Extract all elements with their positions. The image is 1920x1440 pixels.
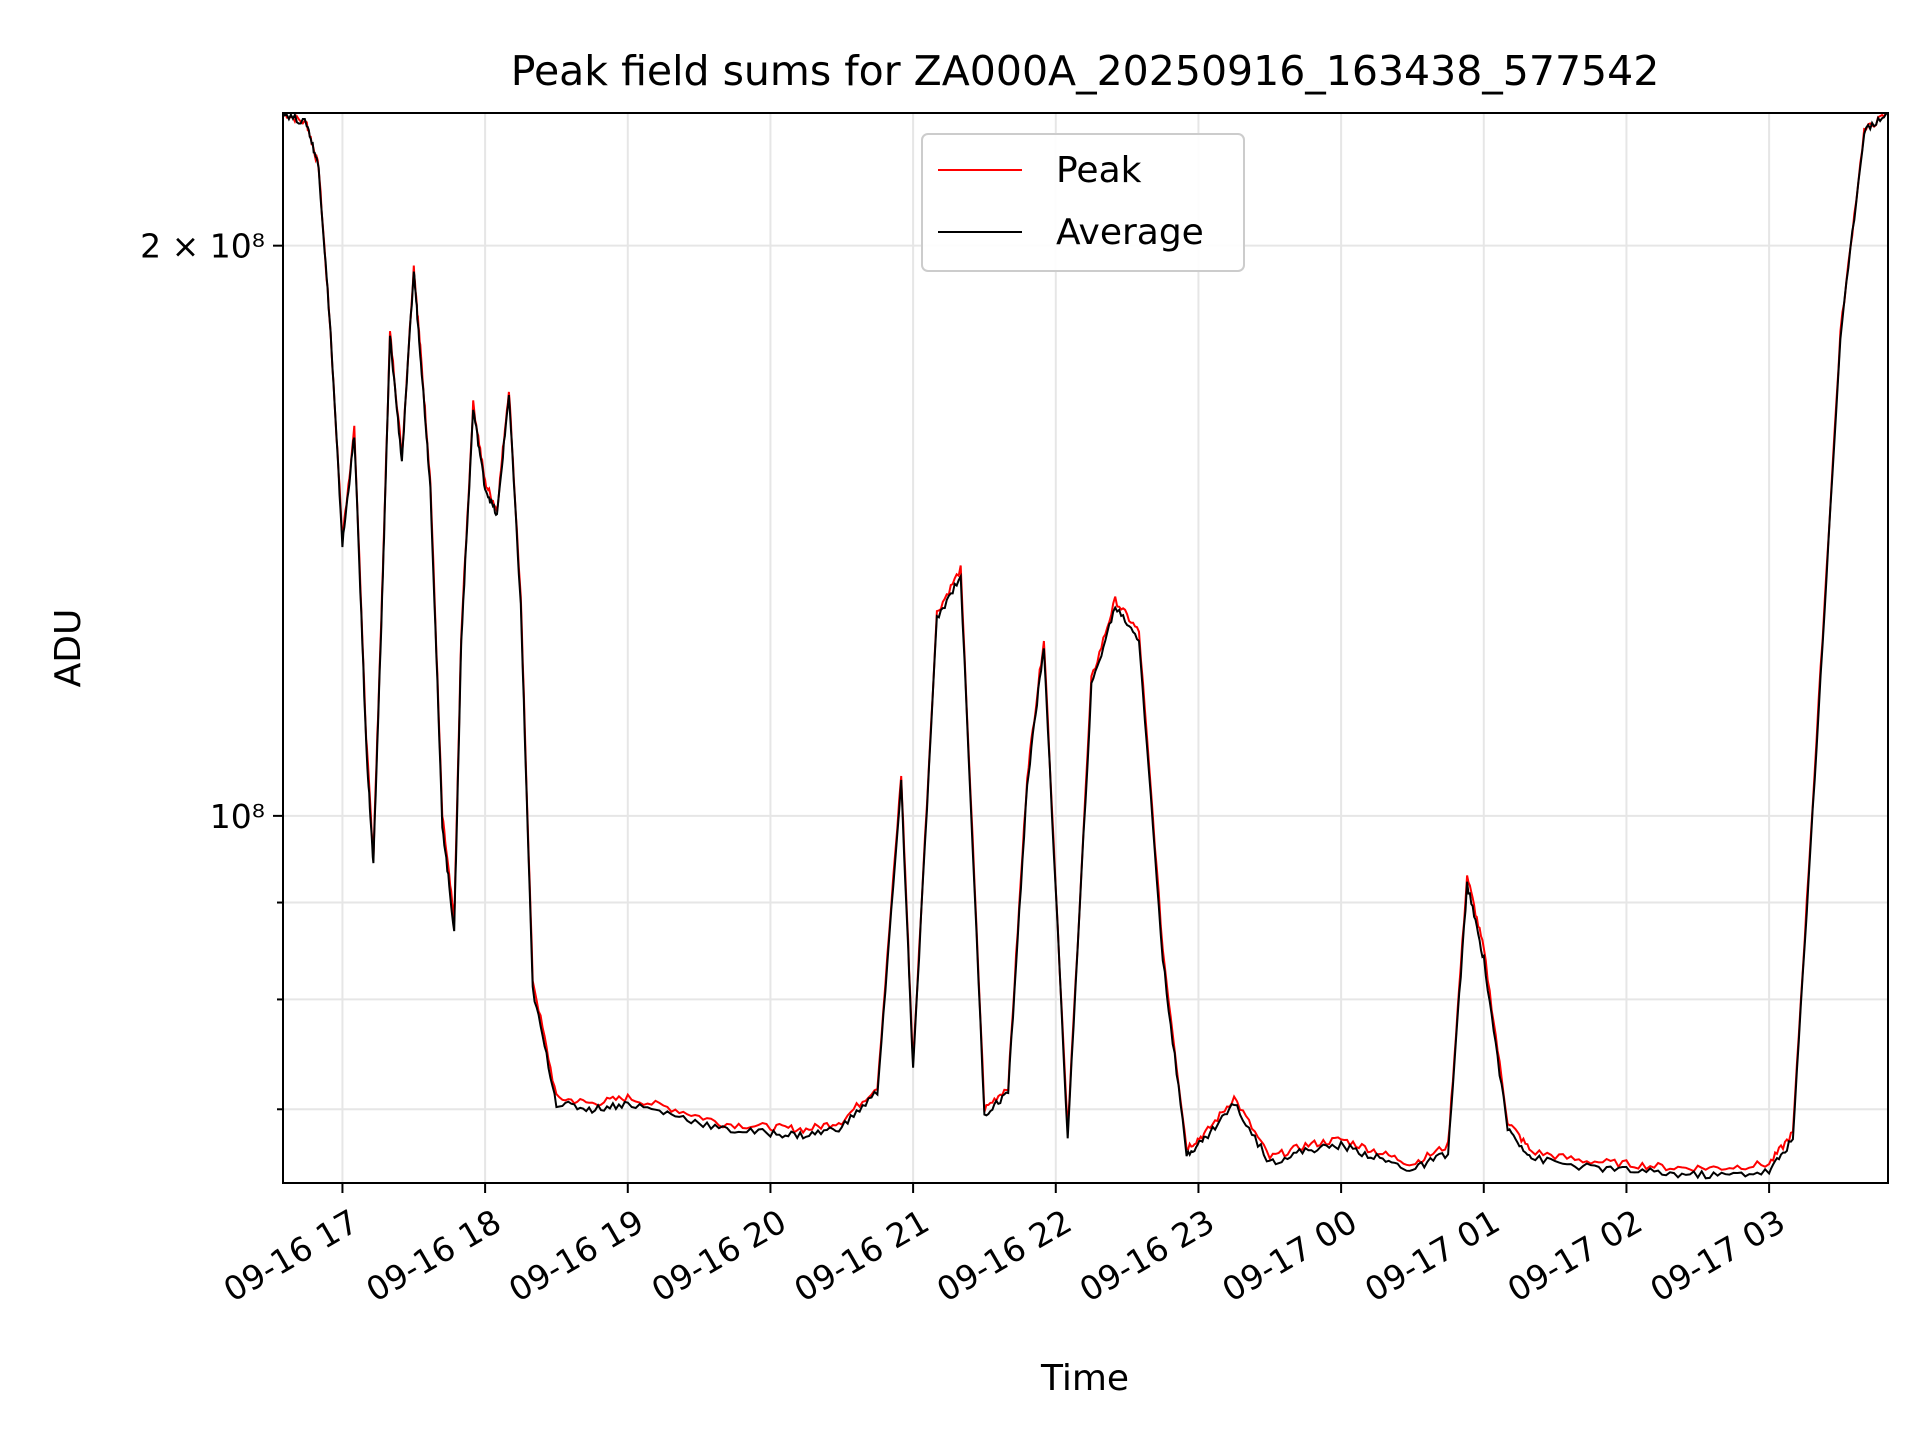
y-axis: 2 × 10⁸ 10⁸ [140, 227, 283, 1111]
y-tick-label: 2 × 10⁸ [140, 227, 265, 266]
y-tick-label: 10⁸ [210, 797, 265, 836]
y-axis-label: ADU [48, 609, 89, 688]
chart-title: Peak field sums for ZA000A_20250916_1634… [511, 47, 1660, 95]
plot-frame [282, 112, 1889, 1184]
series-lines [283, 113, 1888, 1180]
legend-label-average: Average [1056, 212, 1204, 253]
x-axis-label: Time [1040, 1358, 1129, 1399]
grid-lines [283, 113, 1888, 1183]
legend-box [921, 133, 1245, 272]
series-line-average [283, 113, 1888, 1180]
legend-label-peak: Peak [1056, 150, 1142, 191]
legend: Peak Average [921, 133, 1245, 272]
